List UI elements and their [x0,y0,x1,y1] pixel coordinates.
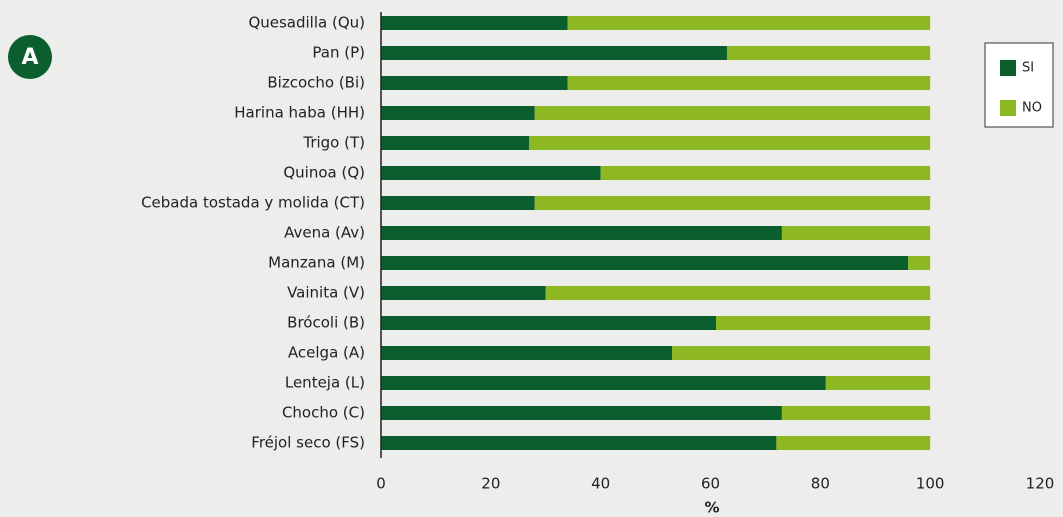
y-tick-label: Quinoa (Q) [283,164,365,182]
bar [381,16,568,30]
x-tick-label: 60 [701,475,720,493]
bar [381,46,727,60]
y-tick-label: Chocho (C) [282,404,365,422]
y-tick-label: Avena (Av) [284,224,365,242]
bar [781,226,931,240]
x-tick-label: 20 [481,475,500,493]
legend-label: SI [1022,61,1034,76]
bar [381,76,568,90]
y-tick-label: Trigo (T) [302,134,365,152]
panel-label: A [21,45,38,70]
y-tick-label: Fréjol seco (FS) [251,434,365,452]
bar [381,226,782,240]
bar [715,316,931,330]
x-axis-label: % [704,499,719,517]
bar [381,316,716,330]
bar [726,46,931,60]
x-tick-label: 80 [811,475,830,493]
bar [381,196,535,210]
y-tick-label: Acelga (A) [288,344,365,362]
bar [381,106,535,120]
y-tick-label: Brócoli (B) [287,314,365,332]
bar [381,376,826,390]
bar [529,136,931,150]
x-tick-label: 0 [376,475,386,493]
bar [381,136,530,150]
legend-box [984,42,1054,128]
bar [545,286,931,300]
bar [381,256,909,270]
legend-swatch [1000,100,1016,116]
bar [908,256,931,270]
y-tick-label: Lenteja (L) [285,374,365,392]
bar [381,436,777,450]
y-tick-label: Harina haba (HH) [234,104,365,122]
bar [381,346,673,360]
bar [781,406,931,420]
legend-label: NO [1022,101,1042,116]
y-tick-label: Vainita (V) [287,284,365,302]
bar [381,166,601,180]
bar [672,346,931,360]
bar [567,16,931,30]
bar [534,196,931,210]
bar [567,76,931,90]
panel-badge [8,35,52,79]
y-tick-label: Quesadilla (Qu) [248,14,365,32]
y-tick-label: Pan (P) [312,44,365,62]
y-tick-label: Manzana (M) [268,254,365,272]
bar [381,286,546,300]
bar [825,376,931,390]
legend-swatch [1000,60,1016,76]
y-tick-label: Bizcocho (Bi) [267,74,365,92]
bar [776,436,931,450]
bar [534,106,931,120]
x-tick-label: 100 [916,475,945,493]
bar [600,166,931,180]
x-tick-label: 40 [591,475,610,493]
y-tick-label: Cebada tostada y molida (CT) [141,194,365,212]
bar [381,406,782,420]
x-tick-label: 120 [1026,475,1055,493]
